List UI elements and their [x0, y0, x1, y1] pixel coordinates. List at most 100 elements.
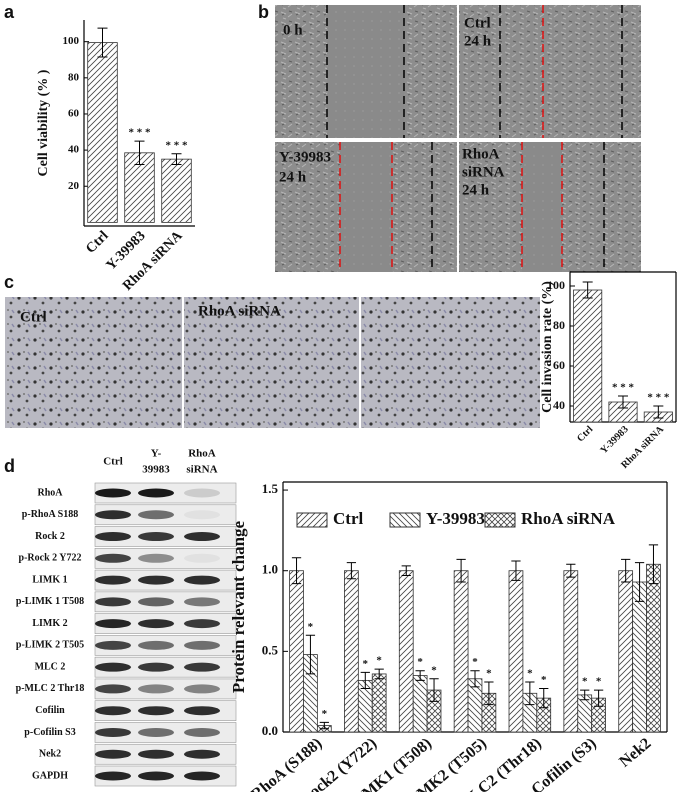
y-tick-label: 100	[63, 35, 80, 47]
blot-row-label: Cofilin	[35, 705, 65, 716]
error-bar	[484, 681, 494, 706]
error-bar	[618, 395, 628, 409]
image-label: Ctrl	[20, 309, 47, 325]
blot-band	[95, 575, 131, 585]
significance-label: *	[417, 656, 423, 668]
blot-band	[95, 771, 131, 781]
blot-band	[138, 619, 174, 629]
blot-band	[138, 575, 174, 585]
panel-letter: b	[258, 2, 269, 22]
error-bar	[305, 634, 316, 675]
micrograph	[5, 297, 182, 428]
blot-band	[184, 553, 220, 563]
legend-swatch	[484, 512, 516, 528]
x-tick-label: Ctrl	[575, 424, 595, 444]
error-bar	[97, 27, 108, 58]
error-bar	[539, 687, 549, 709]
legend-label: RhoA siRNA	[521, 509, 616, 528]
image-label: 24 h	[464, 33, 492, 49]
blot-band	[95, 727, 131, 737]
blot-band	[184, 575, 220, 585]
image-label: 24 h	[279, 169, 307, 185]
micrograph	[361, 297, 540, 428]
micrograph	[184, 297, 359, 428]
significance-label: *	[596, 676, 602, 688]
x-tick-label: Nek2	[616, 735, 654, 771]
y-tick-label: 80	[553, 318, 565, 332]
blot-column-label: siRNA	[186, 464, 217, 476]
blot-band	[138, 706, 174, 716]
blot-band	[95, 749, 131, 759]
blot-band	[138, 684, 174, 694]
blot-column-label: 39983	[142, 464, 170, 476]
y-tick-label: 60	[553, 358, 565, 372]
significance-label: *	[322, 708, 328, 720]
blot-band	[138, 488, 174, 498]
y-tick-label: 1.0	[262, 562, 278, 577]
error-bar	[401, 565, 411, 577]
y-axis-label: Cell invasion rate (%)	[540, 281, 555, 413]
y-tick-label: 80	[68, 71, 80, 83]
blot-band	[184, 510, 220, 520]
blot-band	[95, 684, 131, 694]
significance-label: * * *	[612, 382, 635, 394]
micrograph	[340, 142, 392, 272]
blot-band	[184, 640, 220, 650]
y-tick-label: 40	[553, 398, 565, 412]
y-tick-label: 1.5	[262, 481, 279, 496]
error-bar	[511, 560, 521, 581]
y-axis-label: Cell viability (% )	[36, 69, 51, 176]
error-bar	[566, 563, 576, 578]
significance-label: *	[527, 668, 533, 680]
blot-band	[184, 727, 220, 737]
error-bar	[593, 689, 604, 707]
significance-label: *	[582, 676, 588, 688]
y-tick-label: 20	[68, 180, 80, 192]
x-tick-label: Y-39983	[598, 424, 630, 456]
image-label: 24 h	[462, 182, 490, 198]
blot-band	[95, 488, 131, 498]
significance-label: * * *	[129, 127, 152, 139]
error-bar	[580, 689, 590, 701]
bar	[412, 675, 428, 733]
bar	[577, 694, 593, 733]
blot-band	[95, 619, 131, 629]
blot-band	[95, 553, 131, 563]
significance-label: *	[431, 664, 437, 676]
error-bar	[621, 558, 631, 583]
error-bar	[134, 140, 145, 166]
y-axis-label: Protein relevant change	[229, 520, 248, 693]
image-label: 0 h	[283, 22, 303, 38]
error-bar	[634, 562, 645, 602]
significance-label: * * *	[166, 139, 189, 151]
blot-column-label: Ctrl	[103, 456, 123, 468]
bar	[573, 289, 603, 423]
significance-label: *	[363, 658, 369, 670]
blot-row-label: p-Cofilin S3	[24, 727, 75, 738]
y-tick-label: 100	[547, 278, 565, 292]
blot-band	[138, 553, 174, 563]
blot-band	[95, 597, 131, 607]
error-bar	[319, 721, 329, 730]
blot-column-label: Y-	[151, 448, 162, 460]
significance-label: *	[486, 668, 492, 680]
significance-label: *	[541, 674, 547, 686]
blot-band	[138, 662, 174, 672]
error-bar	[291, 557, 302, 585]
error-bar	[582, 281, 593, 299]
significance-label: *	[376, 655, 382, 667]
legend-swatch	[389, 512, 421, 528]
error-bar	[374, 668, 384, 680]
blot-row-label: MLC 2	[35, 661, 66, 672]
x-tick-label: Ctrl	[83, 228, 111, 256]
legend-label: Y-39983	[426, 509, 485, 528]
image-label: Y-39983	[279, 149, 331, 165]
bar	[453, 570, 469, 733]
wound-images: 0 h Ctrl 24 h Y-39983 24 h RhoA siRNA 24…	[275, 5, 641, 272]
panel-letter: c	[4, 272, 14, 292]
error-bar	[456, 558, 466, 583]
y-tick-label: 40	[68, 144, 80, 156]
error-bar	[346, 562, 357, 580]
blot-row-label: p-LIMK 2 T505	[16, 640, 84, 651]
